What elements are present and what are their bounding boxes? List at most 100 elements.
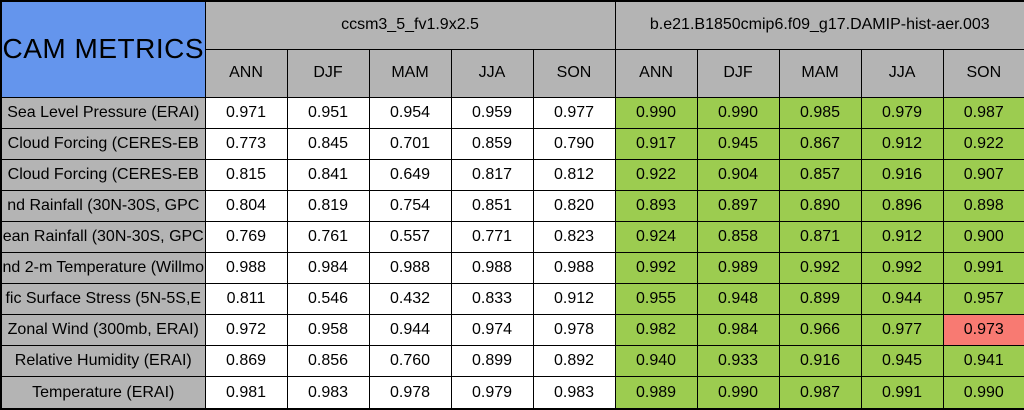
metric-value-model2: 0.924 xyxy=(614,220,698,254)
metric-value-model2: 0.916 xyxy=(778,345,862,378)
metric-value-model1: 0.833 xyxy=(450,283,534,316)
metric-row: Cloud Forcing (CERES-EB 0.815 0.841 0.649 0.… xyxy=(0,158,1024,191)
metric-value-model2: 0.982 xyxy=(614,314,698,347)
metric-value-model1: 0.761 xyxy=(286,220,370,254)
season-header-son-2: SON xyxy=(942,48,1024,98)
metric-row: Relative Humidity (ERAI) 0.869 0.856 0.760 0… xyxy=(0,345,1024,378)
metric-value-model1: 0.817 xyxy=(450,158,534,191)
metric-row: Cloud Forcing (CERES-EB 0.773 0.845 0.701 0.… xyxy=(0,127,1024,160)
model-group-2-name: b.e21.B1850cmip6.f09_g17.DAMIP-hist-aer.… xyxy=(614,0,1024,50)
metric-value-model2: 0.897 xyxy=(696,189,780,222)
model-group-1-name: ccsm3_5_fv1.9x2.5 xyxy=(204,0,616,50)
metric-value-model2: 0.941 xyxy=(942,345,1024,378)
metric-value-model1: 0.546 xyxy=(286,283,370,316)
metric-value-model1: 0.841 xyxy=(286,158,370,191)
metric-value-model1: 0.954 xyxy=(368,96,452,129)
metric-label: nd Rainfall (30N-30S, GPC xyxy=(0,189,206,222)
metric-value-model1: 0.815 xyxy=(204,158,288,191)
metric-value-model2: 0.922 xyxy=(614,158,698,191)
metric-value-model2: 0.898 xyxy=(942,189,1024,222)
metric-value-model1: 0.773 xyxy=(204,127,288,160)
metric-value-model1: 0.769 xyxy=(204,220,288,254)
metric-label: Cloud Forcing (CERES-EB xyxy=(0,127,206,160)
season-header-mam-1: MAM xyxy=(368,48,452,98)
metric-label: Zonal Wind (300mb, ERAI) xyxy=(0,314,206,347)
metric-value-model1: 0.771 xyxy=(450,220,534,254)
metric-value-model2: 0.990 xyxy=(942,376,1024,410)
metric-label: Sea Level Pressure (ERAI) xyxy=(0,96,206,129)
metric-value-model2: 0.944 xyxy=(860,283,944,316)
metric-value-model1: 0.432 xyxy=(368,283,452,316)
metric-value-model1: 0.804 xyxy=(204,189,288,222)
metric-value-model1: 0.959 xyxy=(450,96,534,129)
metric-value-model2: 0.977 xyxy=(860,314,944,347)
metric-label: Cloud Forcing (CERES-EB xyxy=(0,158,206,191)
season-header-djf-2: DJF xyxy=(696,48,780,98)
metric-value-model2: 0.991 xyxy=(860,376,944,410)
metric-value-model1: 0.859 xyxy=(450,127,534,160)
metric-value-model1: 0.974 xyxy=(450,314,534,347)
season-header-djf-1: DJF xyxy=(286,48,370,98)
metric-value-model1: 0.701 xyxy=(368,127,452,160)
metric-value-model2: 0.857 xyxy=(778,158,862,191)
metric-label: Temperature (ERAI) xyxy=(0,376,206,410)
metric-value-model1: 0.892 xyxy=(532,345,616,378)
metric-value-model1: 0.649 xyxy=(368,158,452,191)
metric-row: Zonal Wind (300mb, ERAI) 0.972 0.958 0.944 0… xyxy=(0,314,1024,347)
metric-value-model2: 0.992 xyxy=(614,252,698,285)
metric-value-model2: 0.917 xyxy=(614,127,698,160)
metric-value-model2: 0.912 xyxy=(860,220,944,254)
metric-value-model1: 0.951 xyxy=(286,96,370,129)
metric-value-model1: 0.988 xyxy=(532,252,616,285)
metric-value-model2: 0.922 xyxy=(942,127,1024,160)
metric-label: Relative Humidity (ERAI) xyxy=(0,345,206,378)
metric-value-model2: 0.933 xyxy=(696,345,780,378)
season-header-jja-1: JJA xyxy=(450,48,534,98)
metric-value-model2: 0.989 xyxy=(696,252,780,285)
metric-value-model1: 0.971 xyxy=(204,96,288,129)
metric-value-model2: 0.940 xyxy=(614,345,698,378)
season-header-row: ANN DJF MAM JJA SON ANN DJF MAM JJA SON xyxy=(1,48,1024,98)
metric-value-model1: 0.983 xyxy=(532,376,616,410)
metric-value-model2: 0.893 xyxy=(614,189,698,222)
metric-value-model2: 0.990 xyxy=(614,96,698,129)
metric-value-model1: 0.912 xyxy=(532,283,616,316)
metric-value-model2-flagged: 0.973 xyxy=(942,314,1024,347)
metric-row: fic Surface Stress (5N-5S,E 0.811 0.546 0.4… xyxy=(0,283,1024,316)
metric-value-model2: 0.984 xyxy=(696,314,780,347)
metric-value-model2: 0.992 xyxy=(860,252,944,285)
metric-row: nd Rainfall (30N-30S, GPC 0.804 0.819 0.754… xyxy=(0,189,1024,222)
metric-value-model1: 0.983 xyxy=(286,376,370,410)
metric-value-model2: 0.966 xyxy=(778,314,862,347)
metric-value-model2: 0.948 xyxy=(696,283,780,316)
metric-value-model1: 0.958 xyxy=(286,314,370,347)
metric-value-model2: 0.987 xyxy=(942,96,1024,129)
metric-value-model1: 0.978 xyxy=(368,376,452,410)
season-header-son-1: SON xyxy=(532,48,616,98)
season-header-jja-2: JJA xyxy=(860,48,944,98)
metric-value-model2: 0.990 xyxy=(696,96,780,129)
metric-value-model2: 0.900 xyxy=(942,220,1024,254)
metric-value-model1: 0.819 xyxy=(286,189,370,222)
metric-value-model2: 0.991 xyxy=(942,252,1024,285)
metric-value-model2: 0.899 xyxy=(778,283,862,316)
table-header: CAM METRICS ccsm3_5_fv1.9x2.5 b.e21.B185… xyxy=(0,0,1024,98)
metric-value-model1: 0.977 xyxy=(532,96,616,129)
metric-value-model2: 0.867 xyxy=(778,127,862,160)
metric-value-model2: 0.912 xyxy=(860,127,944,160)
metric-value-model2: 0.987 xyxy=(778,376,862,410)
metric-value-model1: 0.811 xyxy=(204,283,288,316)
model-group-header-row: CAM METRICS ccsm3_5_fv1.9x2.5 b.e21.B185… xyxy=(0,0,1024,98)
season-header-ann-1: ANN xyxy=(204,48,288,98)
metric-value-model1: 0.944 xyxy=(368,314,452,347)
metric-value-model1: 0.820 xyxy=(532,189,616,222)
metric-value-model1: 0.851 xyxy=(450,189,534,222)
metric-value-model2: 0.916 xyxy=(860,158,944,191)
metric-value-model2: 0.989 xyxy=(614,376,698,410)
metric-value-model1: 0.754 xyxy=(368,189,452,222)
metric-row: Temperature (ERAI) 0.981 0.983 0.978 0.979 0.… xyxy=(0,376,1024,410)
metric-value-model1: 0.823 xyxy=(532,220,616,254)
metric-value-model2: 0.945 xyxy=(860,345,944,378)
metric-value-model1: 0.812 xyxy=(532,158,616,191)
